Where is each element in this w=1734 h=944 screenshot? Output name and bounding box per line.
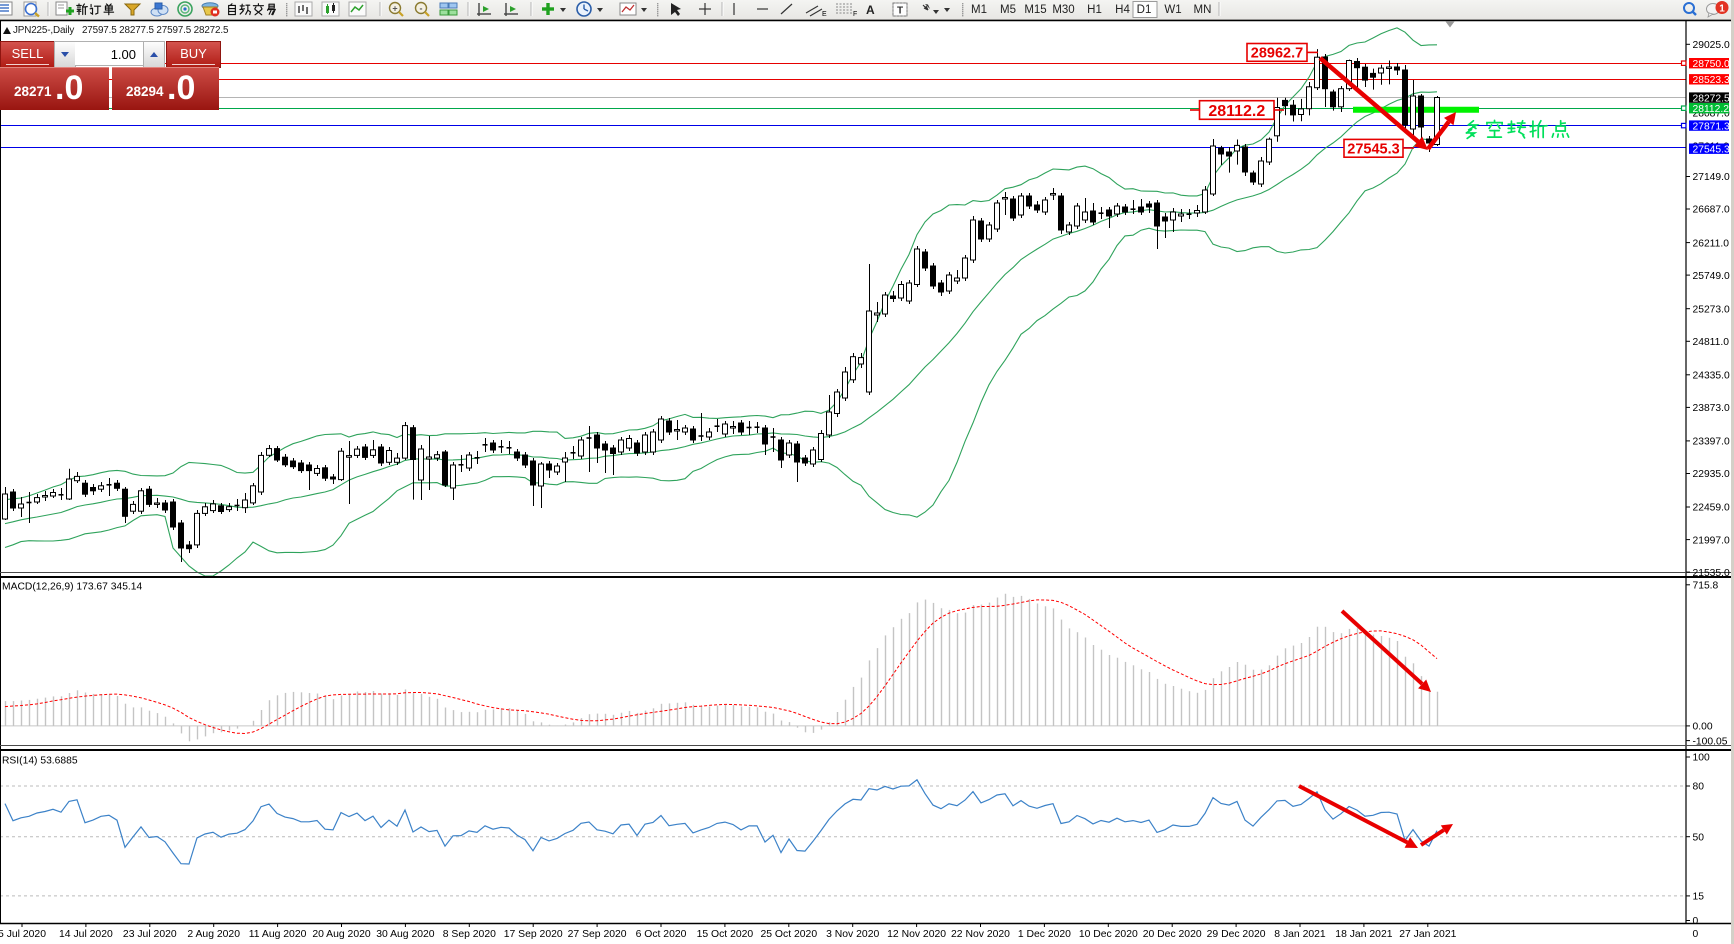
svg-text:W1: W1 [1164,4,1181,16]
svg-text:28087.0: 28087.0 [1693,108,1730,119]
svg-text:D1: D1 [1137,4,1152,16]
svg-text:21535.0: 21535.0 [1693,568,1730,579]
svg-text:H1: H1 [1087,4,1102,16]
svg-text:20 Dec 2020: 20 Dec 2020 [1143,929,1202,940]
svg-text:22 Nov 2020: 22 Nov 2020 [951,929,1010,940]
svg-text:25273.0: 25273.0 [1693,304,1730,315]
svg-text:M30: M30 [1052,4,1074,16]
svg-text:23 Jul 2020: 23 Jul 2020 [123,929,177,940]
svg-text:26211.0: 26211.0 [1693,238,1730,249]
svg-text:21997.0: 21997.0 [1693,535,1730,546]
svg-text:0.00: 0.00 [1693,722,1713,733]
svg-text:23397.0: 23397.0 [1693,437,1730,448]
svg-text:1 Dec 2020: 1 Dec 2020 [1018,929,1071,940]
svg-text:715.8: 715.8 [1693,581,1719,592]
svg-text:22935.0: 22935.0 [1693,469,1730,480]
svg-text:M1: M1 [971,4,987,16]
svg-text:100: 100 [1693,753,1710,764]
svg-text:A: A [866,3,875,17]
svg-text:28750.0: 28750.0 [1693,59,1730,70]
svg-text:-: - [420,4,423,14]
svg-text:27149.0: 27149.0 [1693,172,1730,183]
svg-text:27871.3: 27871.3 [1693,121,1730,132]
svg-text:8 Jan 2021: 8 Jan 2021 [1274,929,1326,940]
svg-text:23873.0: 23873.0 [1693,403,1730,414]
svg-text:0: 0 [1693,929,1699,940]
svg-text:27 Sep 2020: 27 Sep 2020 [568,929,627,940]
svg-text:25749.0: 25749.0 [1693,271,1730,282]
svg-text:80: 80 [1693,782,1705,793]
svg-text:22459.0: 22459.0 [1693,503,1730,514]
svg-text:29 Dec 2020: 29 Dec 2020 [1207,929,1266,940]
svg-text:12 Nov 2020: 12 Nov 2020 [887,929,946,940]
svg-text:RSI(14) 53.6885: RSI(14) 53.6885 [2,756,78,767]
svg-text:27545.3: 27545.3 [1347,142,1399,158]
svg-text:50: 50 [1693,832,1705,843]
svg-text:14 Jul 2020: 14 Jul 2020 [59,929,113,940]
svg-text:28523.3: 28523.3 [1693,75,1730,86]
svg-text:8 Sep 2020: 8 Sep 2020 [443,929,496,940]
svg-text:18 Jan 2021: 18 Jan 2021 [1335,929,1392,940]
svg-text:17 Sep 2020: 17 Sep 2020 [504,929,563,940]
svg-text:30 Aug 2020: 30 Aug 2020 [376,929,435,940]
svg-text:27545.3: 27545.3 [1693,144,1730,155]
svg-text:24335.0: 24335.0 [1693,371,1730,382]
svg-text:28272.5: 28272.5 [1693,93,1730,104]
svg-text:1: 1 [1719,4,1725,15]
svg-text:M5: M5 [1000,4,1016,16]
svg-text:11 Aug 2020: 11 Aug 2020 [249,929,307,940]
svg-text:MACD(12,26,9) 173.67 345.14: MACD(12,26,9) 173.67 345.14 [2,582,143,593]
svg-text:0: 0 [1693,916,1699,927]
svg-text:-100.05: -100.05 [1693,736,1728,747]
svg-text:28962.7: 28962.7 [1251,46,1303,62]
svg-text:28112.2: 28112.2 [1208,103,1265,120]
svg-text:15 Oct 2020: 15 Oct 2020 [697,929,754,940]
svg-text:M15: M15 [1024,4,1046,16]
svg-text:6 Oct 2020: 6 Oct 2020 [636,929,687,940]
svg-text:10 Dec 2020: 10 Dec 2020 [1079,929,1138,940]
svg-text:25 Oct 2020: 25 Oct 2020 [760,929,817,940]
svg-text:27 Jan 2021: 27 Jan 2021 [1399,929,1456,940]
svg-text:5 Jul 2020: 5 Jul 2020 [0,929,46,940]
svg-text:F: F [853,11,857,18]
svg-text:26687.0: 26687.0 [1693,205,1730,216]
svg-text:E: E [822,11,827,18]
svg-text:29025.0: 29025.0 [1693,40,1730,51]
svg-text:15: 15 [1693,892,1705,903]
svg-text:+: + [392,4,397,14]
svg-text:3 Nov 2020: 3 Nov 2020 [826,929,879,940]
svg-text:28112.2: 28112.2 [1693,104,1730,115]
svg-text:2 Aug 2020: 2 Aug 2020 [187,929,240,940]
svg-text:24811.0: 24811.0 [1693,337,1730,348]
svg-text:20 Aug 2020: 20 Aug 2020 [312,929,371,940]
svg-text:H4: H4 [1115,4,1130,16]
svg-text:MN: MN [1194,4,1212,16]
svg-text:T: T [897,6,903,17]
